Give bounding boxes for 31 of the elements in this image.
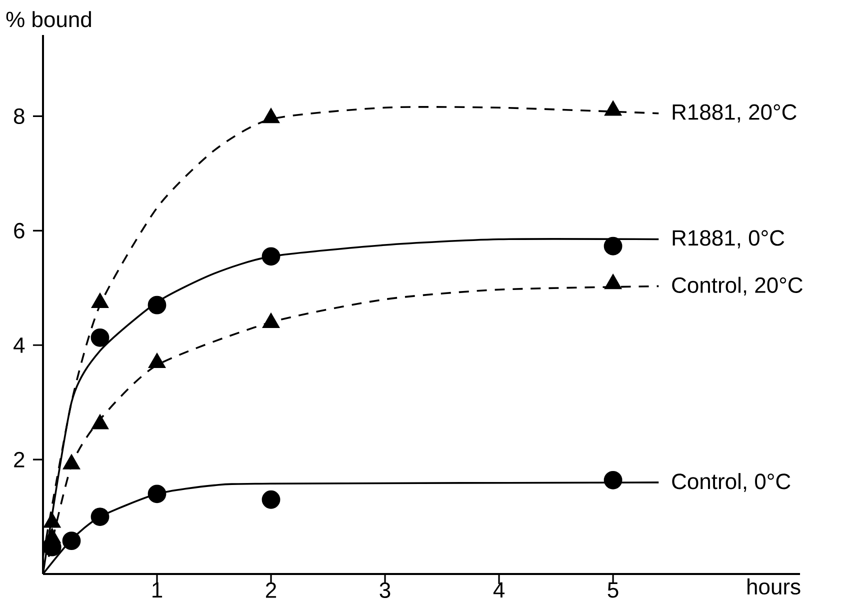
point bbox=[148, 296, 166, 314]
series-label: Control, 0°C bbox=[672, 473, 790, 492]
point bbox=[604, 470, 622, 490]
point bbox=[262, 108, 280, 124]
y-tick-label: 6 bbox=[14, 222, 24, 238]
y-axis-title: % bound bbox=[6, 11, 91, 28]
point bbox=[148, 484, 166, 504]
x-axis-title: hours bbox=[748, 578, 800, 595]
point bbox=[604, 236, 622, 256]
x-tick-label: 3 bbox=[380, 582, 390, 598]
series-label: Control, 20°C bbox=[672, 276, 802, 296]
y-tick-label: 4 bbox=[14, 338, 25, 353]
point bbox=[262, 247, 280, 266]
point bbox=[148, 354, 166, 368]
point bbox=[90, 508, 110, 526]
point bbox=[92, 414, 108, 430]
x-tick-label: 4 bbox=[493, 582, 505, 598]
x-tick-label: 2 bbox=[266, 582, 276, 598]
point bbox=[262, 490, 280, 509]
point bbox=[92, 294, 108, 308]
series-label: R1881, 0°C bbox=[672, 230, 784, 248]
series-label: R1881, 20°C bbox=[672, 104, 796, 122]
point bbox=[604, 101, 622, 116]
y-tick-label: 2 bbox=[14, 452, 24, 468]
x-tick-label: 1 bbox=[152, 582, 162, 598]
point bbox=[62, 532, 81, 550]
point bbox=[90, 328, 110, 347]
point bbox=[604, 274, 622, 290]
x-tick-label: 5 bbox=[608, 582, 618, 598]
y-tick-label: 8 bbox=[14, 108, 24, 124]
point bbox=[262, 314, 280, 328]
